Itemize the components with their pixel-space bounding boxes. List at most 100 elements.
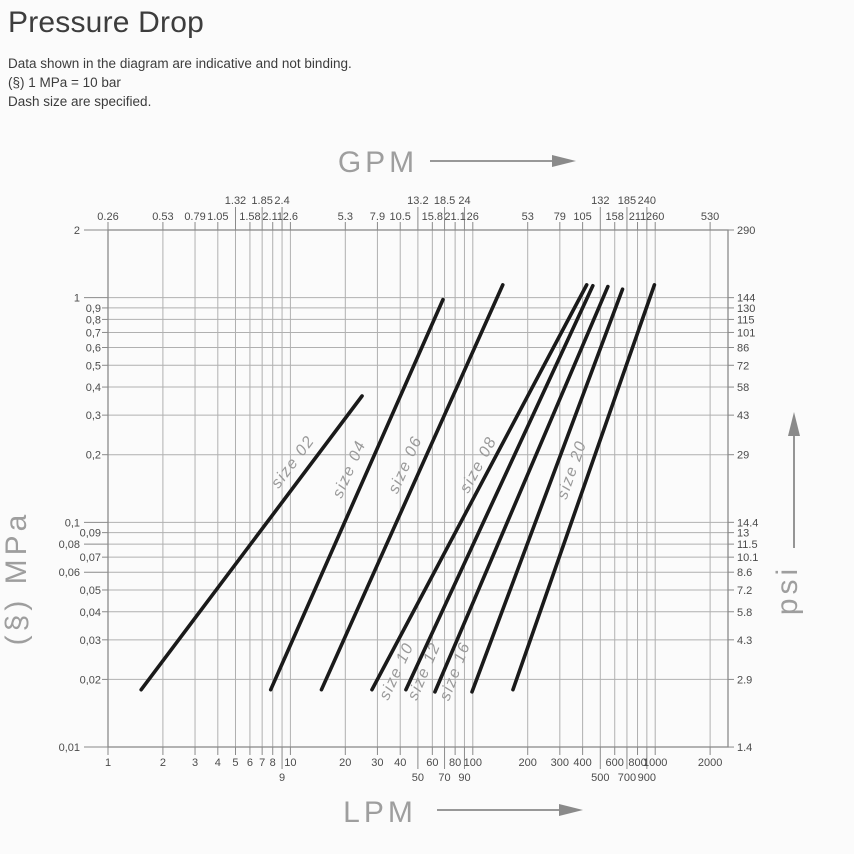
gpm-tick-label: 1.85 (251, 195, 272, 207)
psi-tick-label: 11.5 (737, 539, 758, 551)
mpa-tick-label: 0,02 (80, 674, 101, 686)
series-line-size-12 (433, 284, 610, 694)
mpa-tick-label: 1 (74, 293, 80, 305)
lpm-tick-label: 2000 (698, 757, 722, 769)
psi-tick-label: 290 (737, 225, 755, 237)
note-dash-size: Dash size are specified. (8, 94, 152, 109)
lpm-tick-label: 8 (270, 757, 276, 769)
mpa-tick-label: 0,6 (86, 342, 101, 354)
series-line-size-16 (470, 287, 625, 694)
lpm-tick-label: 500 (591, 772, 609, 784)
lpm-tick-label: 10 (284, 757, 296, 769)
psi-tick-label: 29 (737, 450, 749, 462)
series-line-size-02 (139, 394, 364, 692)
series-line-size-10 (404, 283, 595, 692)
gpm-tick-label: 158 (606, 211, 624, 223)
lpm-tick-label: 1000 (643, 757, 667, 769)
psi-tick-label: 4.3 (737, 635, 752, 647)
lpm-axis-title: LPM (343, 796, 417, 829)
gpm-tick-label: 24 (458, 195, 470, 207)
lpm-arrow-head (559, 804, 583, 816)
series-line-size-08 (370, 283, 589, 692)
gpm-tick-label: 530 (701, 211, 719, 223)
psi-tick-label: 5.8 (737, 607, 752, 619)
gpm-tick-label: 1.32 (225, 195, 246, 207)
lpm-tick-label: 800 (628, 757, 646, 769)
mpa-tick-label: 0,08 (59, 539, 80, 551)
mpa-tick-label: 0,1 (65, 517, 80, 529)
gpm-tick-label: 0.26 (97, 211, 118, 223)
mpa-tick-label: 0,06 (59, 567, 80, 579)
mpa-tick-label: 0,4 (86, 382, 101, 394)
lpm-tick-label: 20 (339, 757, 351, 769)
lpm-tick-label: 5 (232, 757, 238, 769)
series-lines (139, 283, 657, 694)
mpa-tick-label: 0,05 (80, 585, 101, 597)
gpm-tick-label: 1.05 (207, 211, 228, 223)
psi-arrow-head (788, 412, 800, 436)
psi-tick-label: 86 (737, 342, 749, 354)
psi-tick-label: 43 (737, 410, 749, 422)
lpm-tick-label: 40 (394, 757, 406, 769)
gpm-arrow-head (552, 155, 576, 167)
lpm-tick-label: 90 (458, 772, 470, 784)
chart-header: Pressure Drop Data shown in the diagram … (8, 6, 708, 111)
gpm-tick-label: 18.5 (434, 195, 455, 207)
mpa-tick-labels: 210,90,80,70,60,50,40,30,20,10,090,080,0… (59, 225, 101, 754)
psi-tick-label: 115 (737, 314, 755, 326)
psi-tick-label: 13 (737, 528, 749, 540)
mpa-tick-label: 0,5 (86, 360, 101, 372)
gpm-tick-label: 105 (573, 211, 591, 223)
gpm-tick-label: 7.9 (370, 211, 385, 223)
psi-tick-label: 101 (737, 327, 755, 339)
gpm-tick-label: 240 (638, 195, 656, 207)
series-label-size-06: size 06 (385, 433, 426, 496)
gpm-tick-label: 13.2 (407, 195, 428, 207)
lpm-tick-label: 30 (371, 757, 383, 769)
lpm-tick-label: 100 (464, 757, 482, 769)
lpm-tick-label: 6 (247, 757, 253, 769)
lpm-tick-label: 1 (105, 757, 111, 769)
lpm-tick-label: 200 (519, 757, 537, 769)
psi-tick-label: 144 (737, 293, 755, 305)
psi-tick-label: 58 (737, 382, 749, 394)
lpm-tick-label: 700 (618, 772, 636, 784)
lpm-tick-label: 50 (412, 772, 424, 784)
psi-tick-label: 8.6 (737, 567, 752, 579)
gpm-tick-label: 2.6 (283, 211, 298, 223)
lpm-tick-label: 400 (573, 757, 591, 769)
mpa-tick-label: 0,2 (86, 450, 101, 462)
gpm-tick-label: 10.5 (390, 211, 411, 223)
lpm-tick-label: 300 (551, 757, 569, 769)
psi-tick-label: 14.4 (737, 517, 758, 529)
note-indicative: Data shown in the diagram are indicative… (8, 56, 352, 71)
gpm-tick-label: 260 (646, 211, 664, 223)
mpa-tick-label: 0,9 (86, 303, 101, 315)
lpm-tick-label: 4 (215, 757, 221, 769)
series-line-size-20 (511, 283, 657, 692)
psi-tick-label: 1.4 (737, 742, 752, 754)
series-label-size-04: size 04 (330, 438, 370, 501)
mpa-tick-label: 2 (74, 225, 80, 237)
note-conversion: (§) 1 MPa = 10 bar (8, 75, 121, 90)
psi-tick-label: 72 (737, 360, 749, 372)
series-line-size-06 (319, 283, 505, 692)
mpa-tick-label: 0,09 (80, 528, 101, 540)
gpm-tick-label: 21.1 (444, 211, 465, 223)
page-title: Pressure Drop (8, 6, 205, 39)
mpa-tick-label: 0,7 (86, 327, 101, 339)
gpm-tick-label: 0.53 (152, 211, 173, 223)
gpm-tick-label: 0.79 (184, 211, 205, 223)
gpm-tick-label: 2.4 (274, 195, 289, 207)
gpm-tick-label: 1.58 (239, 211, 260, 223)
mpa-axis-title: (§) MPa (0, 511, 33, 646)
psi-axis-title: psi (771, 565, 804, 615)
lpm-tick-label: 60 (426, 757, 438, 769)
mpa-tick-label: 0,3 (86, 410, 101, 422)
gpm-tick-label: 132 (591, 195, 609, 207)
gpm-tick-label: 26 (467, 211, 479, 223)
lpm-tick-label: 900 (638, 772, 656, 784)
